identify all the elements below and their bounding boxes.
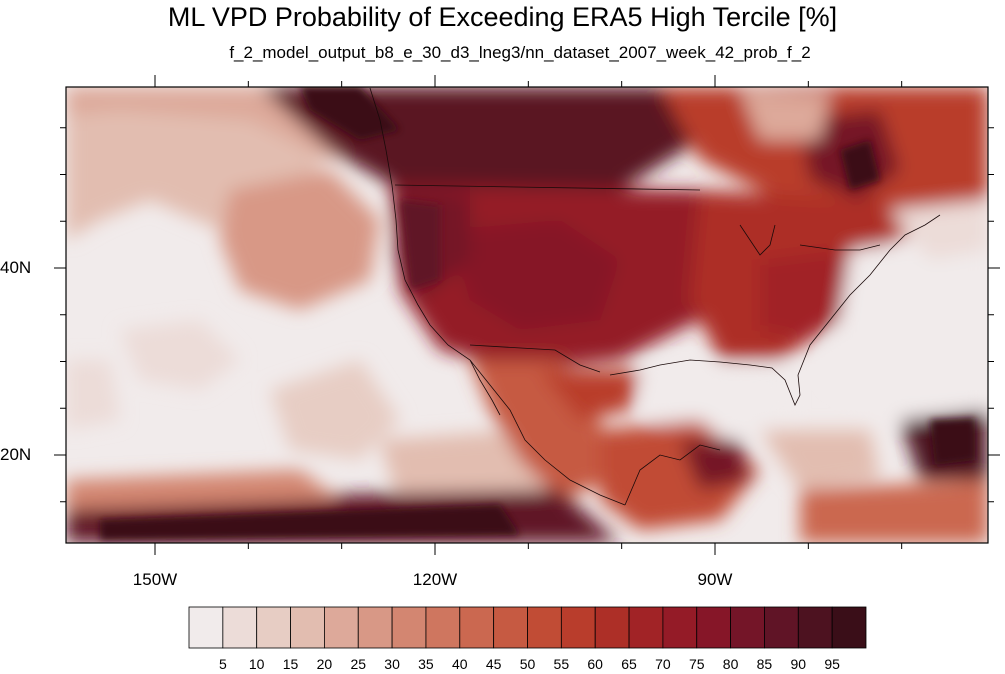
colorbar-label: 10 [248, 656, 265, 672]
colorbar-swatch [628, 606, 664, 649]
lat-tick-label: 40N [0, 258, 32, 277]
colorbar-label: 95 [824, 656, 840, 672]
colorbar-label: 50 [519, 656, 536, 672]
colorbar-label: 75 [688, 656, 705, 672]
probability-field [66, 87, 988, 543]
colorbar-swatch [493, 606, 528, 649]
colorbar-swatch [797, 606, 833, 649]
colorbar-label: 40 [452, 656, 468, 672]
colorbar-label: 80 [722, 656, 739, 672]
colorbar-swatch [290, 606, 325, 649]
colorbar-swatch [764, 606, 799, 649]
colorbar-swatch [256, 606, 291, 649]
colorbar-label: 30 [384, 656, 400, 672]
colorbar-label: 60 [587, 656, 603, 672]
colorbar-label: 5 [218, 656, 227, 672]
colorbar-swatch [594, 606, 630, 649]
map-title: ML VPD Probability of Exceeding ERA5 Hig… [167, 2, 838, 32]
colorbar-swatch [527, 606, 562, 649]
lat-tick-label: 20N [0, 445, 32, 464]
lon-tick-label: 120W [412, 570, 458, 589]
colorbar-swatch [662, 606, 698, 649]
colorbar-label: 45 [485, 656, 502, 672]
colorbar-label: 35 [418, 656, 434, 672]
colorbar-label: 85 [756, 656, 773, 672]
colorbar-swatch [425, 606, 461, 649]
colorbar-swatch [222, 606, 258, 649]
colorbar-label: 55 [553, 656, 570, 672]
map-subtitle: f_2_model_output_b8_e_30_d3_lneg3/nn_dat… [229, 43, 811, 62]
colorbar-swatch [696, 606, 731, 649]
lon-tick-label: 90W [697, 570, 733, 589]
colorbar-swatch [560, 606, 596, 649]
colorbar-label: 70 [655, 656, 671, 672]
colorbar-swatch [730, 606, 765, 649]
colorbar-swatch [391, 606, 427, 649]
colorbar-label: 20 [316, 656, 333, 672]
colorbar [188, 606, 867, 649]
map-ticks [54, 75, 1000, 555]
lon-tick-label: 150W [132, 570, 178, 589]
colorbar-label: 65 [621, 656, 637, 672]
colorbar-label: 15 [282, 656, 299, 672]
colorbar-swatch [357, 606, 393, 649]
colorbar-swatch [188, 606, 224, 649]
colorbar-swatch [459, 606, 495, 649]
colorbar-swatch [323, 606, 359, 649]
colorbar-label: 90 [790, 656, 807, 672]
coastlines [369, 87, 941, 506]
colorbar-label: 25 [350, 656, 367, 672]
colorbar-swatch [831, 606, 867, 649]
